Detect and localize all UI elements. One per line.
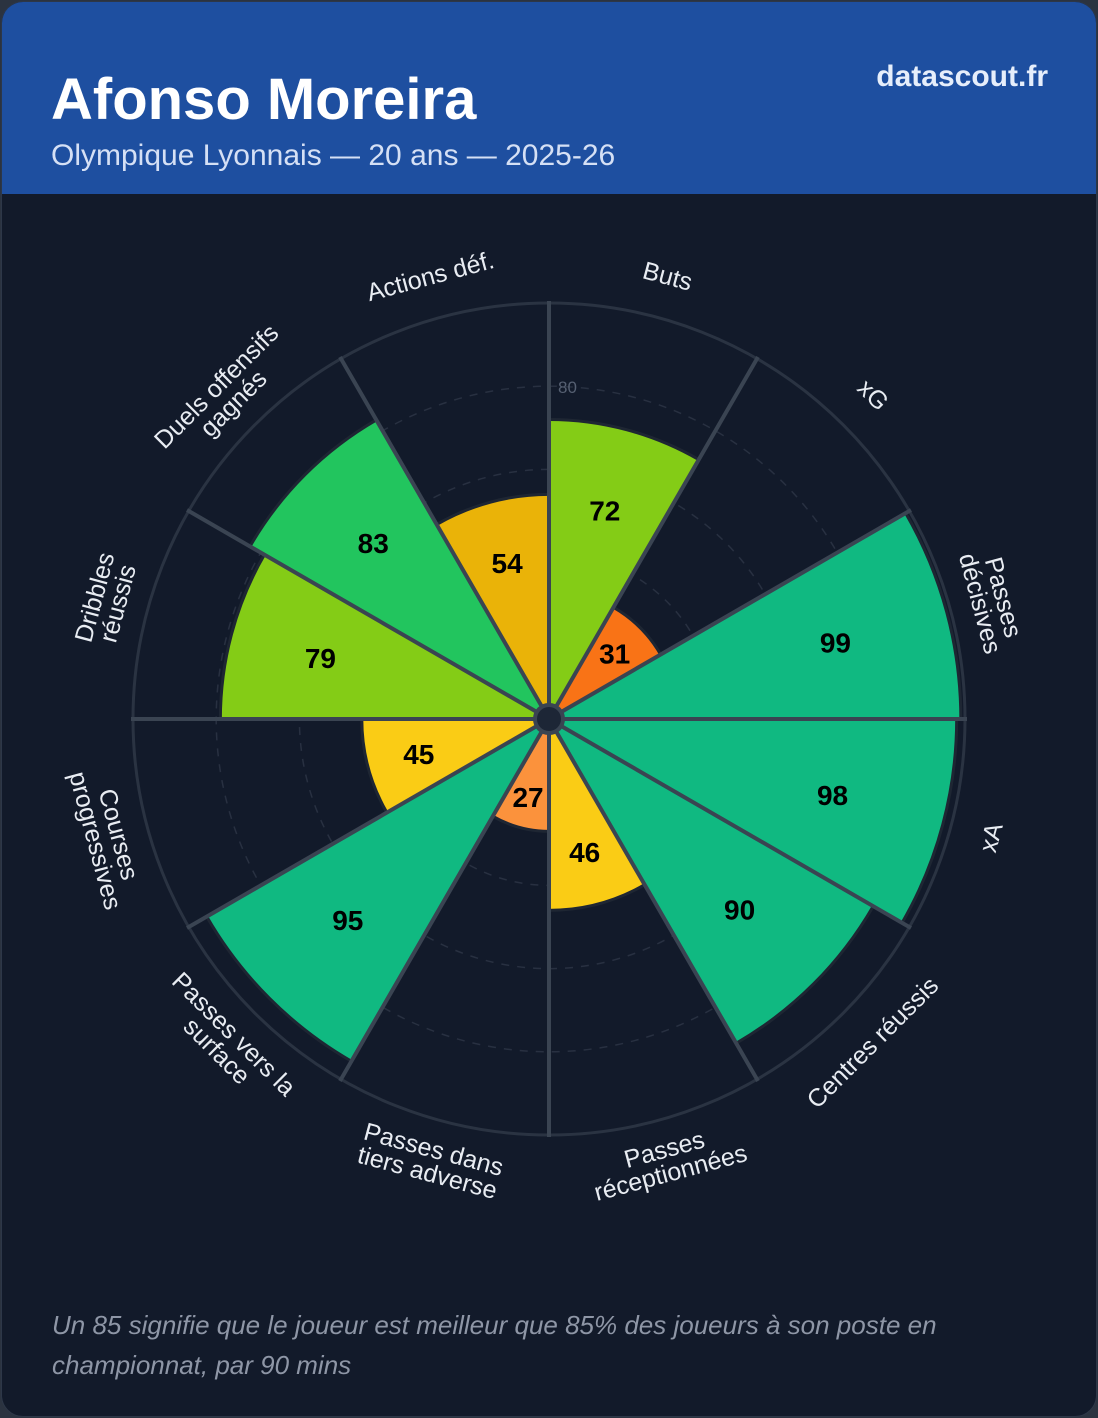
slice-edge-1 [612, 606, 662, 656]
spoke-11 [338, 356, 551, 720]
spoke-4 [547, 717, 912, 930]
category-label-line: xA [974, 820, 1009, 856]
slice-edge-4 [735, 905, 875, 1045]
spoke-8 [186, 717, 551, 930]
spoke-1 [547, 356, 760, 720]
spoke-10 [186, 508, 551, 721]
slice-fill-10 [249, 419, 549, 719]
slice-fill-1 [549, 607, 661, 719]
slice-edge-0 [548, 417, 700, 461]
slice-edge-8 [360, 718, 389, 814]
value-label-1: 31 [599, 638, 630, 669]
center-hub [533, 703, 565, 735]
slice-edge-5 [548, 883, 646, 912]
value-label-5: 46 [569, 837, 600, 868]
slice-edge-9 [218, 553, 266, 720]
value-label-10: 83 [358, 528, 389, 559]
slice-edge-2 [904, 512, 963, 720]
slice-edge-6 [492, 814, 550, 833]
value-label-11: 54 [492, 548, 524, 579]
slice-fill-3 [549, 719, 957, 923]
value-label-0: 72 [589, 496, 620, 527]
category-label-1: xG [852, 374, 894, 416]
slice-edge-7 [205, 915, 353, 1063]
slice-fill-4 [549, 719, 874, 1044]
spoke-5 [547, 718, 760, 1082]
slice-fill-2 [549, 513, 961, 719]
category-label-0: Buts [640, 257, 696, 297]
brand-link[interactable]: datascout.fr [876, 60, 1048, 93]
category-label-4: Centres réussis [802, 972, 945, 1115]
value-label-9: 79 [305, 643, 336, 674]
category-label-line: Buts [640, 257, 696, 297]
category-label-3: xA [974, 820, 1009, 856]
category-label-line: Actions déf. [364, 246, 497, 307]
value-label-2: 99 [820, 627, 851, 658]
player-name: Afonso Moreira [51, 67, 477, 132]
ring-tick-label: 80 [558, 378, 577, 397]
category-label-11: Actions déf. [364, 246, 497, 307]
header: Afonso Moreira Olympique Lyonnais — 20 a… [2, 2, 1096, 194]
slice-fill-11 [436, 494, 549, 719]
spoke-2 [547, 508, 912, 721]
slice-fill-7 [206, 719, 549, 1062]
value-label-3: 98 [817, 780, 848, 811]
slice-fill-8 [361, 719, 549, 813]
slice-fill-9 [220, 554, 550, 719]
value-label-6: 27 [512, 782, 543, 813]
value-label-7: 95 [332, 905, 363, 936]
slice-fill-0 [549, 419, 699, 719]
value-label-4: 90 [724, 895, 755, 926]
slice-edge-11 [435, 492, 550, 526]
category-label-line: xG [852, 374, 894, 416]
player-subtitle: Olympique Lyonnais — 20 ans — 2025-26 [51, 139, 616, 172]
slice-edge-3 [900, 718, 959, 924]
slice-edge-10 [248, 418, 378, 548]
value-label-8: 45 [403, 739, 434, 770]
category-label-line: Centres réussis [802, 972, 945, 1115]
slice-fill-5 [549, 719, 645, 911]
footnote: Un 85 signifie que le joueur est meilleu… [52, 1310, 937, 1380]
spoke-7 [338, 718, 551, 1082]
